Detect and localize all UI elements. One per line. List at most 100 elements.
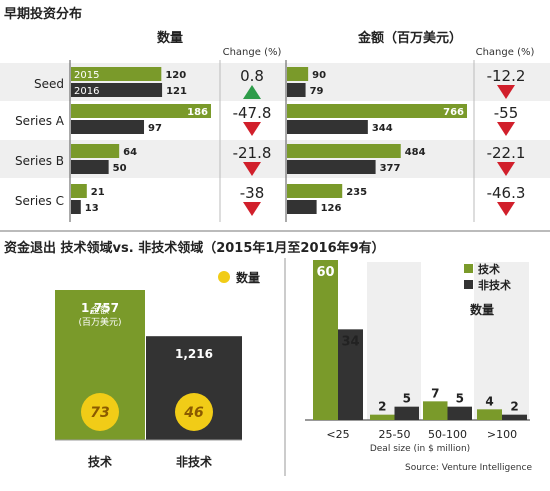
deal-value-label: 60 <box>316 265 334 280</box>
amount-change-value: -46.3 <box>487 184 526 202</box>
deal-value-label: 2 <box>510 400 518 414</box>
category-label: Seed <box>34 77 64 91</box>
amount-value-label: 377 <box>380 163 401 174</box>
deal-count-label: 数量 <box>470 302 494 317</box>
exit-category-label: 非技术 <box>176 454 212 469</box>
count-change-value: -47.8 <box>233 104 272 122</box>
deal-value-label: 5 <box>403 392 411 406</box>
group-band <box>367 262 421 420</box>
deal-value-label: 7 <box>431 386 439 400</box>
count-bar-2015 <box>71 184 87 198</box>
down-arrow-icon <box>497 162 515 176</box>
count-value-label: 21 <box>91 187 105 198</box>
count-change-value: -21.8 <box>233 144 272 162</box>
category-label: Series B <box>15 154 64 168</box>
exit-category-label: 技术 <box>88 454 112 469</box>
down-arrow-icon <box>243 162 261 176</box>
count-value-label: 64 <box>123 147 137 158</box>
down-arrow-icon <box>243 122 261 136</box>
down-arrow-icon <box>497 85 515 99</box>
amount-value-label: 126 <box>321 203 342 214</box>
amount-value-label: 90 <box>312 70 326 81</box>
count-bar-2015 <box>71 67 162 81</box>
count-bar-2015 <box>71 104 211 118</box>
count-bar-2016 <box>71 160 109 174</box>
category-label: Series A <box>15 114 65 128</box>
amount-change-header: Change (%) <box>476 47 535 58</box>
amount-bar-2016 <box>287 83 306 97</box>
deal-size-tick: 25-50 <box>379 428 411 441</box>
legend-nontech-label: 非技术 <box>478 278 511 292</box>
group-band <box>474 262 529 420</box>
deal-size-tick: <25 <box>326 428 349 441</box>
deal-bar-tech <box>477 409 502 420</box>
up-arrow-icon <box>243 85 261 99</box>
count-value-label: 186 <box>187 107 208 118</box>
deal-value-label: 34 <box>341 334 359 349</box>
count-value-label: 97 <box>148 123 162 134</box>
deal-bar-tech <box>370 414 395 420</box>
amount-bar-2016 <box>287 120 368 134</box>
count-bar-2015 <box>71 144 120 158</box>
count-change-value: -38 <box>240 184 265 202</box>
down-arrow-icon <box>497 202 515 216</box>
deal-size-axis-label: Deal size (in $ million) <box>370 444 470 454</box>
count-header: 数量 <box>157 30 183 46</box>
down-arrow-icon <box>243 202 261 216</box>
exit-value-caption-1: 金额 <box>91 304 109 316</box>
amount-bar-2016 <box>287 160 376 174</box>
legend-2015-label: 2015 <box>74 70 99 81</box>
count-value-label: 13 <box>85 203 99 214</box>
amount-change-value: -12.2 <box>487 67 526 85</box>
amount-bar-2015 <box>287 184 343 198</box>
deal-value-label: 4 <box>485 394 493 408</box>
amount-bar-2016 <box>287 200 317 214</box>
count-coin-value: 46 <box>183 405 204 421</box>
amount-value-label: 484 <box>405 147 426 158</box>
amount-change-value: -22.1 <box>487 144 526 162</box>
section-title-early: 早期投资分布 <box>4 6 82 22</box>
count-bar-2016 <box>71 83 163 97</box>
exit-value-label: 1,216 <box>175 347 213 361</box>
section-title-exits: 资金退出 技术领域vs. 非技术领域（2015年1月至2016年9有） <box>4 240 385 256</box>
exit-value-caption-2: (百万美元) <box>78 316 121 328</box>
deal-bar-tech <box>313 260 338 420</box>
count-bar-2016 <box>71 200 81 214</box>
count-coin-value: 73 <box>90 405 109 421</box>
count-legend-label: 数量 <box>236 270 260 285</box>
exit-value-label: 1,757 <box>81 301 119 315</box>
amount-value-label: 344 <box>372 123 393 134</box>
deal-size-tick: >100 <box>487 428 517 441</box>
amount-bar-2015 <box>287 67 309 81</box>
deal-value-label: 2 <box>378 400 386 414</box>
deal-bar-nontech <box>338 329 363 420</box>
amount-value-label: 766 <box>443 107 464 118</box>
legend-swatch-tech <box>464 264 473 273</box>
count-value-label: 120 <box>165 70 186 81</box>
amount-bar-2015 <box>287 104 467 118</box>
category-label: Series C <box>15 194 64 208</box>
count-coin <box>81 393 119 431</box>
legend-tech-label: 技术 <box>478 262 500 276</box>
deal-bar-nontech <box>502 414 527 420</box>
deal-bar-nontech <box>394 406 419 420</box>
amount-value-label: 235 <box>346 187 367 198</box>
deal-bar-nontech <box>447 406 472 420</box>
count-legend-dot <box>218 271 230 283</box>
down-arrow-icon <box>497 122 515 136</box>
source-note: Source: Venture Intelligence <box>405 463 532 473</box>
count-coin <box>175 393 213 431</box>
count-value-label: 50 <box>113 163 127 174</box>
count-change-header: Change (%) <box>223 47 282 58</box>
deal-bar-tech <box>423 401 448 420</box>
deal-value-label: 5 <box>456 392 464 406</box>
amount-change-value: -55 <box>494 104 519 122</box>
legend-swatch-nontech <box>464 280 473 289</box>
count-value-label: 121 <box>166 86 187 97</box>
count-bar-2016 <box>71 120 145 134</box>
legend-2016-label: 2016 <box>74 86 99 97</box>
deal-size-tick: 50-100 <box>428 428 467 441</box>
amount-header: 金额（百万美元） <box>357 30 462 46</box>
count-change-value: 0.8 <box>240 67 264 85</box>
